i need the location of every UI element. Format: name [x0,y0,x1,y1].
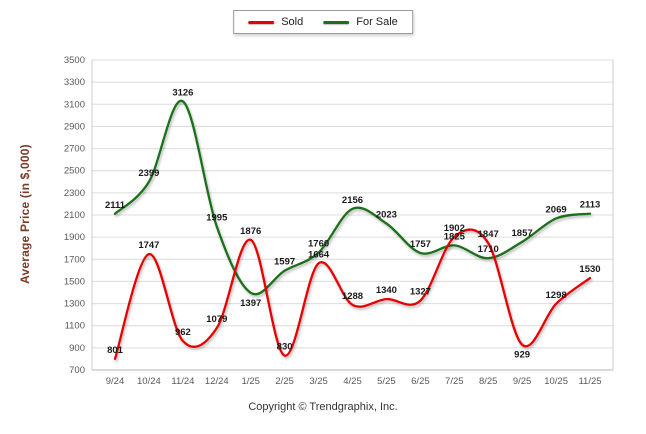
data-label: 1747 [138,240,159,251]
data-label: 3126 [172,87,193,98]
y-tick-label: 3500 [64,55,85,66]
data-label: 830 [277,342,293,353]
y-tick-label: 2100 [64,210,85,221]
data-label: 1340 [376,285,397,296]
legend-item-for-sale: For Sale [323,16,398,28]
data-label: 1397 [240,298,261,309]
x-tick-label: 9/25 [513,376,532,387]
y-tick-label: 1500 [64,276,85,287]
y-tick-label: 2300 [64,188,85,199]
data-label: 801 [107,345,124,356]
x-tick-label: 1/25 [241,376,260,387]
data-label: 1857 [512,228,533,239]
sold-line [113,228,592,360]
data-label: 1079 [206,314,227,325]
data-label: 1597 [274,257,295,268]
y-tick-label: 1900 [64,232,85,243]
x-tick-label: 10/24 [137,376,161,387]
y-tick-label: 2900 [64,121,85,132]
y-tick-label: 1300 [64,299,85,310]
x-tick-label: 2/25 [275,376,294,387]
data-label: 1825 [444,231,466,242]
x-tick-label: 4/25 [343,376,362,387]
data-label: 2069 [546,204,567,215]
y-tick-label: 1700 [64,254,85,265]
x-tick-label: 9/24 [106,376,125,387]
x-tick-label: 5/25 [377,376,396,387]
for-sale-line [113,100,592,296]
legend-label-sold: Sold [281,16,304,28]
sold-line-swatch [248,20,275,24]
y-tick-label: 1100 [65,321,85,332]
x-tick-label: 12/24 [205,376,229,387]
y-tick-label: 3300 [64,77,85,88]
y-tick-label: 2500 [64,166,85,177]
y-tick-label: 2700 [64,144,85,155]
data-label: 2023 [376,210,397,221]
legend: Sold For Sale [233,10,413,34]
data-label: 1902 [444,223,465,234]
data-label: 2111 [105,200,126,211]
copyright-text: Copyright © Trendgraphix, Inc. [248,401,398,413]
data-label: 1757 [410,239,431,250]
data-label: 1847 [478,229,499,240]
data-label: 1327 [410,287,431,298]
x-tick-label: 11/24 [171,376,194,387]
data-label: 1288 [342,291,363,302]
y-tick-label: 900 [69,343,85,354]
data-label: 1530 [579,264,600,275]
data-label: 1664 [308,249,330,260]
data-label: 2113 [580,200,601,211]
data-label: 929 [514,350,530,361]
data-label: 962 [175,327,191,338]
x-tick-label: 8/25 [479,376,498,387]
data-label: 1876 [240,226,261,237]
x-tick-label: 6/25 [411,376,430,387]
data-label: 1710 [478,244,499,255]
for-sale-line-swatch [323,20,350,24]
data-label: 2399 [138,168,159,179]
y-tick-label: 700 [69,365,85,376]
legend-label-for-sale: For Sale [356,16,398,28]
data-label: 1995 [206,213,228,224]
x-tick-label: 10/25 [544,376,568,387]
x-tick-label: 11/25 [578,376,601,387]
data-label: 1298 [546,290,567,301]
x-tick-label: 3/25 [309,376,328,387]
x-tick-label: 7/25 [445,376,464,387]
data-label: 2156 [342,195,363,206]
legend-item-sold: Sold [248,16,303,28]
data-label: 1760 [308,239,329,250]
y-tick-label: 3100 [64,99,85,110]
